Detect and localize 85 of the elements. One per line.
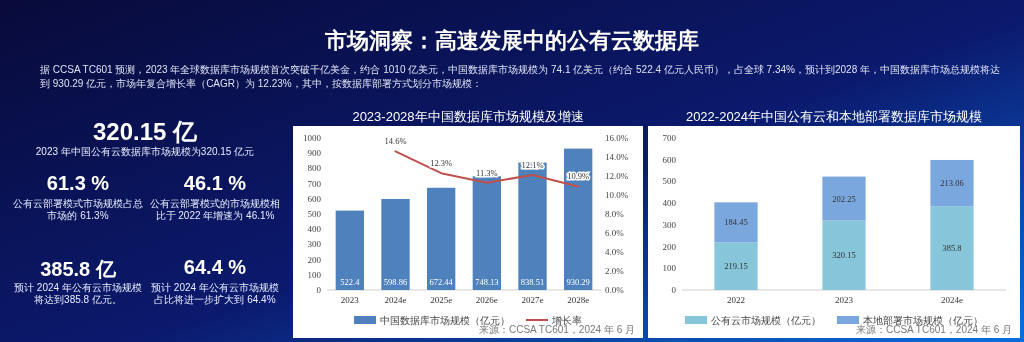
data-label: 12.1% <box>521 160 544 171</box>
y-tick-label: 300 <box>662 219 677 230</box>
data-label: 672.44 <box>429 277 454 287</box>
text: 64.4 % <box>182 256 248 279</box>
y2-tick-label: 10.0% <box>605 190 629 200</box>
x-tick-label: 2026e <box>475 295 498 305</box>
y-tick-label: 100 <box>307 269 322 280</box>
text: 公有云部署模式的市场规模相比于 2022 年增速为 46.1% <box>149 198 281 222</box>
text: 320.15 亿 <box>92 118 198 145</box>
chart-title: 2023-2028年中国数据库市场规模及增速 <box>351 108 585 126</box>
source-note: 来源：CCSA TC601，2024 年 6 月 <box>856 324 1012 335</box>
data-label: 14.6% <box>384 136 407 147</box>
data-label: 219.15 <box>724 261 748 272</box>
data-label: 202.25 <box>832 193 856 204</box>
bar <box>930 206 974 290</box>
y-tick-label: 0 <box>316 285 322 295</box>
bar <box>822 176 866 221</box>
y-tick-label: 400 <box>662 198 677 209</box>
y-tick-label: 100 <box>662 263 677 274</box>
bar <box>427 187 456 290</box>
data-label: 184.45 <box>724 217 748 228</box>
text: 公有云部署模式市场规模占总市场的 61.3% <box>12 198 144 222</box>
y-tick-label: 600 <box>662 154 677 165</box>
y2-tick-label: 0.0% <box>605 285 625 295</box>
x-tick-label: 2023 <box>340 295 360 305</box>
data-label: 10.9% <box>567 171 590 182</box>
y-tick-label: 500 <box>307 209 322 219</box>
legend-label: 公有云市场规模（亿元） <box>711 315 821 326</box>
data-label: 11.3% <box>476 167 498 178</box>
y-tick-label: 500 <box>662 176 677 187</box>
data-label: 12.3% <box>430 158 453 169</box>
y-tick-label: 300 <box>307 239 322 250</box>
y-tick-label: 700 <box>662 133 677 143</box>
data-label: 838.51 <box>520 277 545 287</box>
y-tick-label: 200 <box>307 254 322 265</box>
text: 61.3 % <box>45 172 111 195</box>
data-label: 522.4 <box>340 277 361 287</box>
x-tick-label: 2027e <box>521 295 544 305</box>
text: 2023 年中国公有云数据库市场规模为320.15 亿元 <box>34 146 256 158</box>
bar <box>472 176 501 290</box>
x-tick-label: 2025e <box>430 295 453 305</box>
y-tick-label: 600 <box>307 193 322 204</box>
y2-tick-label: 16.0% <box>605 133 629 143</box>
text: 预计 2024 年公有云市场规模将达到385.8 亿元。 <box>13 282 143 306</box>
bar <box>714 242 758 290</box>
bar <box>518 162 547 290</box>
y-tick-label: 200 <box>662 241 677 252</box>
data-label: 385.8 <box>942 243 962 254</box>
legend-label: 中国数据库市场规模（亿元） <box>380 315 510 326</box>
text: 46.1 % <box>182 172 248 195</box>
chart-title: 2022-2024年中国公有云和本地部署数据库市场规模 <box>684 108 984 126</box>
x-tick-label: 2024e <box>384 295 407 305</box>
y-tick-label: 0 <box>671 285 677 295</box>
data-label: 320.15 <box>832 250 856 261</box>
x-tick-label: 2028e <box>567 295 590 305</box>
legend-label: 增长率 <box>551 315 582 326</box>
y-tick-label: 900 <box>307 148 322 159</box>
y2-tick-label: 2.0% <box>605 266 625 276</box>
y2-tick-label: 6.0% <box>605 228 625 238</box>
y-tick-label: 800 <box>307 163 322 174</box>
text: 预计 2024 年公有云市场规模占比将进一步扩大到 64.4% <box>150 282 280 306</box>
bar <box>335 210 364 290</box>
text: 据 CCSA TC601 预测，2023 年全球数据库市场规模首次突破千亿美金，约合 1010 亿美元，中国数据库市场规模为 74.1 亿美元（约合 522.4 亿元人民币），占全球 7.34%，预计到2028 年，中国数据库市场总规模将达到 930.29 亿元，市场年复合增长率（CAGR）为 12.23%，其中，按数据库部署方式划分市场规模： <box>40 63 1000 91</box>
legend-label: 本地部署市场规模（亿元） <box>863 315 983 326</box>
source-note: 来源：CCSA TC601，2024 年 6 月 <box>479 324 635 335</box>
bar <box>714 202 758 243</box>
text: 市场洞察：高速发展中的公有云数据库 <box>324 27 700 55</box>
y2-tick-label: 12.0% <box>605 171 629 181</box>
bar <box>930 159 974 207</box>
y-tick-label: 1000 <box>303 133 322 143</box>
data-label: 748.13 <box>475 277 499 287</box>
x-tick-label: 2022 <box>727 295 745 305</box>
bar <box>381 198 410 290</box>
y2-tick-label: 14.0% <box>605 152 629 162</box>
data-label: 598.86 <box>383 277 408 287</box>
bar <box>822 220 866 290</box>
x-tick-label: 2024e <box>941 295 963 305</box>
x-tick-label: 2023 <box>835 295 854 305</box>
y2-tick-label: 8.0% <box>605 209 625 219</box>
text: 385.8 亿 <box>39 257 117 282</box>
y-tick-label: 400 <box>307 224 322 235</box>
data-label: 930.29 <box>566 277 590 287</box>
y-tick-label: 700 <box>307 178 322 189</box>
data-label: 213.06 <box>940 178 964 189</box>
y2-tick-label: 4.0% <box>605 247 625 257</box>
